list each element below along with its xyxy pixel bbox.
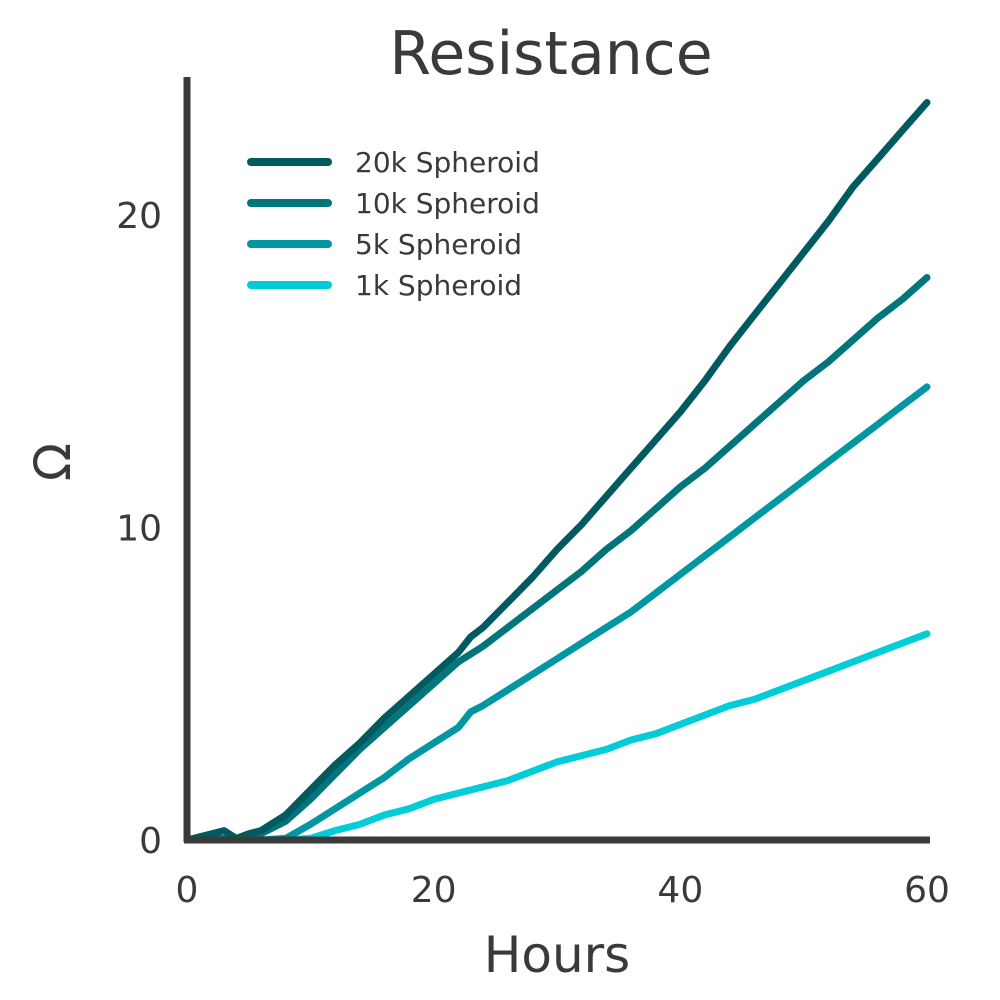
legend-label: 10k Spheroid [355,187,540,220]
legend-item-20k-spheroid: 20k Spheroid [247,146,540,179]
x-tick-labels: 0 20 40 60 [176,870,950,911]
x-tick-label: 20 [411,870,457,911]
legend-item-5k-spheroid: 5k Spheroid [247,228,522,261]
legend-item-1k-spheroid: 1k Spheroid [247,269,522,302]
y-tick-label: 0 [139,821,162,862]
legend-label: 20k Spheroid [355,146,540,179]
y-tick-label: 10 [116,509,162,550]
y-tick-labels: 0 10 20 [116,196,162,862]
legend-item-10k-spheroid: 10k Spheroid [247,187,540,220]
legend: 20k Spheroid 10k Spheroid 5k Spheroid 1k Sp… [247,146,540,302]
series-layer [183,99,931,844]
chart-title: Resistance [389,19,712,89]
legend-label: 1k Spheroid [355,269,522,302]
series-line-20k-spheroid [183,99,931,844]
series-line-10k-spheroid [183,274,931,844]
y-axis-label: Ω [24,443,82,481]
x-tick-label: 40 [657,870,703,911]
legend-label: 5k Spheroid [355,228,522,261]
series-line-1k-spheroid [183,630,931,844]
x-tick-label: 60 [904,870,950,911]
y-tick-label: 20 [116,196,162,237]
x-tick-label: 0 [176,870,199,911]
series-line-5k-spheroid [183,383,931,844]
x-axis-label: Hours [484,926,630,984]
